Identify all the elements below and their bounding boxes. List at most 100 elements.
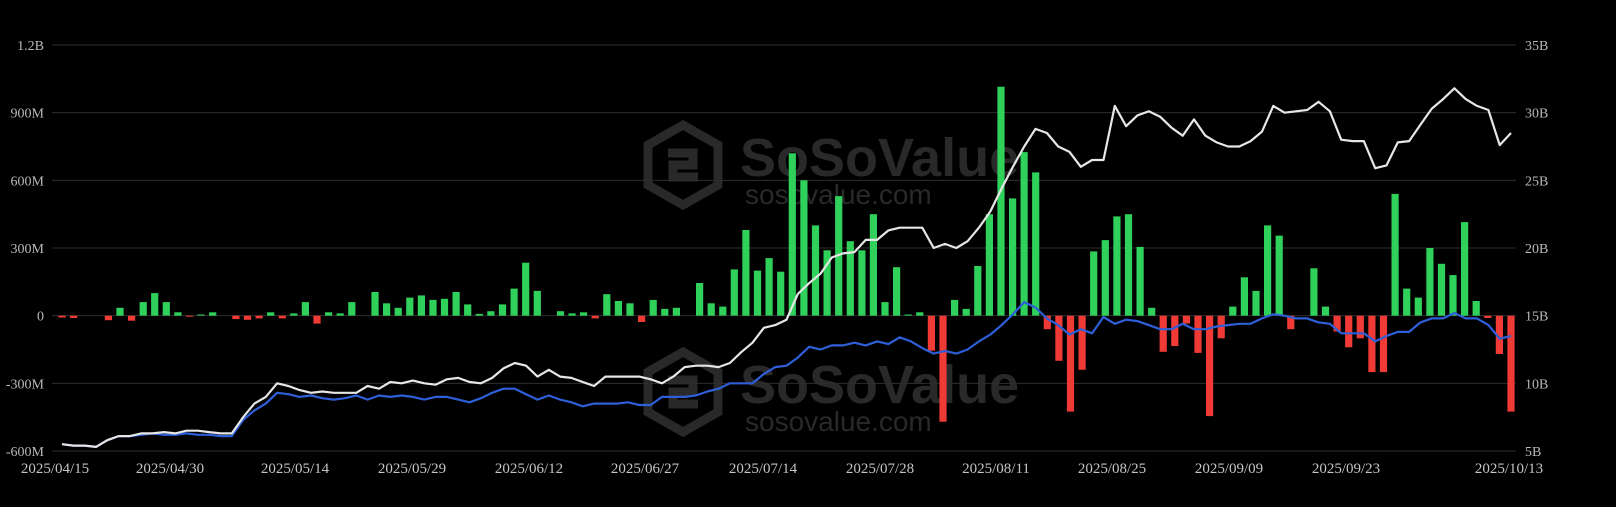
inflow-bar (464, 304, 472, 316)
inflow-bar (846, 241, 854, 316)
inflow-bar (452, 292, 460, 316)
inflow-bar (1437, 263, 1446, 316)
white-series-line (61, 87, 1512, 448)
right-tick-label: 35B (1525, 39, 1548, 54)
outflow-bar (1078, 315, 1086, 370)
inflow-bar (672, 307, 680, 316)
outflow-bar (1194, 315, 1202, 353)
x-tick-label: 2025/08/25 (1078, 461, 1146, 477)
inflow-bar (568, 313, 576, 316)
outflow-bar (1055, 315, 1063, 361)
inflow-bar (1020, 152, 1028, 316)
watermark-logo-icon (643, 346, 723, 438)
inflow-bar (1461, 222, 1469, 316)
inflow-bar (951, 299, 959, 316)
x-tick-label: 2025/05/29 (378, 461, 446, 477)
inflow-bar (730, 269, 738, 316)
inflow-bar (162, 302, 170, 316)
watermark-bottom: SoSoValue sosovalue.com (643, 346, 1019, 438)
grid-lines (52, 44, 1516, 452)
outflow-bar (1182, 315, 1190, 324)
outflow-bar (1379, 315, 1388, 373)
outflow-bar (255, 315, 263, 319)
inflow-bar (475, 313, 483, 316)
outflow-bar (1345, 315, 1353, 348)
cumulative-lines (61, 87, 1512, 448)
outflow-bar (927, 315, 935, 351)
x-tick-label: 2025/07/14 (729, 461, 798, 477)
watermark-url: sosovalue.com (745, 406, 932, 437)
inflow-bar (556, 311, 565, 316)
x-tick-label: 2025/06/27 (611, 461, 680, 477)
inflow-bar (209, 312, 217, 316)
inflow-bar (1391, 193, 1399, 316)
inflow-bar (893, 267, 901, 316)
inflow-bar (869, 214, 877, 316)
inflow-bar (1252, 290, 1260, 316)
inflow-bar (267, 312, 275, 316)
outflow-bar (243, 315, 252, 320)
watermark-logo-icon (643, 119, 723, 211)
inflow-bar (974, 266, 982, 316)
outflow-bar (104, 315, 112, 321)
inflow-bar (1426, 248, 1434, 316)
x-tick-label: 2025/10/13 (1475, 461, 1543, 477)
inflow-bar (174, 312, 182, 316)
inflow-bar (487, 311, 495, 316)
inflow-bar (904, 314, 912, 316)
left-tick-label: -300M (6, 377, 45, 392)
inflow-bar (139, 302, 147, 316)
inflow-bar (1148, 307, 1156, 316)
inflow-bar (777, 271, 785, 316)
outflow-bar (1171, 315, 1179, 347)
inflow-bar (811, 225, 820, 316)
inflow-bar (916, 312, 924, 316)
inflow-bar (661, 308, 669, 316)
inflow-bar (1472, 301, 1480, 316)
inflow-bar (997, 86, 1005, 316)
inflow-bar (1090, 251, 1098, 316)
x-tick-label: 2025/04/15 (21, 461, 89, 477)
inflow-bar (742, 230, 750, 316)
right-tick-label: 30B (1525, 107, 1548, 122)
outflow-bar (58, 315, 66, 318)
outflow-bar (638, 315, 646, 322)
outflow-bar (70, 315, 78, 318)
right-tick-label: 5B (1525, 445, 1541, 460)
inflow-bar (406, 297, 414, 316)
inflow-bar (753, 270, 762, 316)
outflow-bar (278, 315, 286, 319)
outflow-bar (1043, 315, 1051, 330)
inflow-bar (1032, 172, 1040, 316)
inflow-bar (301, 302, 309, 316)
outflow-bar (1333, 315, 1341, 332)
inflow-bar (510, 288, 518, 316)
inflow-bar (1264, 225, 1272, 316)
inflow-bar (1124, 214, 1133, 316)
inflow-bar (498, 304, 507, 316)
inflow-bar (348, 302, 356, 316)
inflow-bar (823, 250, 831, 316)
inflow-bar (1101, 240, 1109, 316)
inflow-bar (707, 303, 715, 316)
x-tick-label: 2025/07/28 (846, 461, 914, 477)
inflow-bar (858, 250, 866, 316)
inflow-bar (325, 312, 333, 316)
right-tick-label: 25B (1525, 174, 1548, 189)
inflow-bar (719, 306, 727, 316)
inflow-bar (1229, 306, 1237, 316)
inflow-bar (614, 301, 622, 316)
inflow-bar (765, 258, 773, 316)
inflow-bar (290, 313, 298, 316)
x-axis: 2025/04/15 2025/04/30 2025/05/14 2025/05/29… (21, 461, 1543, 477)
inflow-bar (440, 298, 449, 316)
inflow-bar (116, 307, 124, 316)
inflow-bar (1240, 277, 1248, 316)
left-tick-label: 0 (37, 310, 44, 325)
inflow-bar (1321, 306, 1330, 316)
right-tick-label: 15B (1525, 310, 1548, 325)
x-tick-label: 2025/06/12 (495, 461, 563, 477)
x-tick-label: 2025/04/30 (136, 461, 204, 477)
outflow-bar (313, 315, 321, 324)
inflow-bar (580, 312, 588, 316)
